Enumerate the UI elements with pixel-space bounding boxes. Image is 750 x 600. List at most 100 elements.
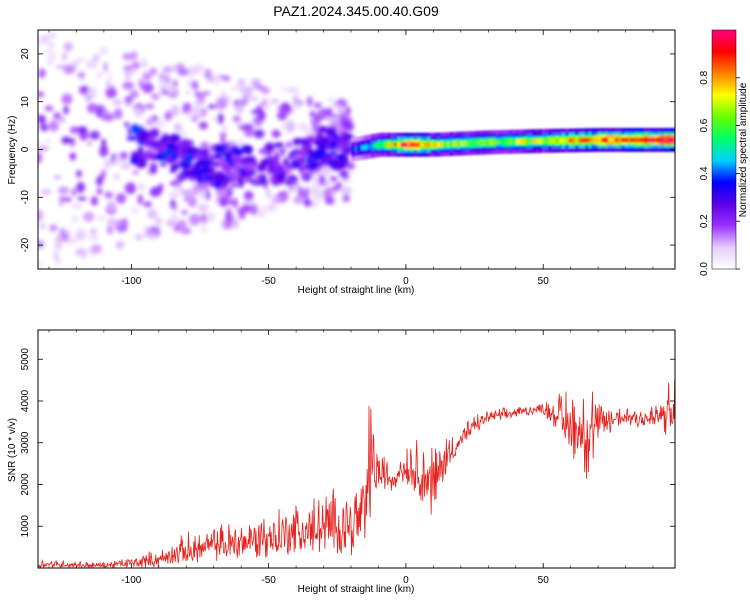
spectrogram-noise-cell [158,88,163,99]
spectrogram-track-cell [300,143,313,149]
spectrogram-line-cell [588,137,593,143]
spectrogram-noise-cell [123,65,133,72]
spectrogram-noise-cell [133,107,143,119]
spectrogram-noise-cell [342,169,349,180]
spectrogram-line-cell [443,141,448,147]
spectrogram-line-cell [486,140,490,145]
colorbar-label: Normalized spectral amplitude [738,82,749,217]
spectrogram-noise-cell [155,229,161,237]
spectrogram-track-cell [213,143,225,154]
spectrogram-noise-cell [265,188,271,199]
spectrogram-noise-cell [95,105,105,111]
figure-title: PAZ1.2024.345.00.40.G09 [273,3,439,19]
spectrogram-noise-cell [298,123,309,131]
spectrogram-noise-cell [205,189,211,201]
spectrogram-line-cell [476,140,481,146]
spectrogram-noise-cell [306,96,313,107]
spectrogram-track-cell [220,163,232,173]
spectrogram-noise-cell [329,175,338,182]
spectrogram-track-cell [202,165,211,172]
spectrogram-noise-cell [279,85,287,92]
snr-xlabel: Height of straight line (km) [298,584,415,595]
spectrogram-line-cell [397,142,402,148]
spectrogram-track-cell [155,152,165,161]
spectrogram-noise-cell [105,87,117,99]
spectrogram-track-cell [308,151,316,160]
spectrogram-noise-cell [60,196,71,202]
spectrogram-noise-cell [100,114,113,122]
spectrogram-noise-cell [177,63,184,71]
spectrogram-track-cell [294,158,304,164]
spectrogram-line-cell [433,142,438,148]
spectrogram-line-cell [466,140,471,146]
spectrogram-noise-cell [195,100,201,106]
spectrogram-noise-cell [197,203,209,212]
x-tick-label: -100 [121,276,141,287]
spectrogram-noise-cell [164,110,173,122]
spectrogram-noise-cell [339,185,349,196]
spectrogram-line-cell [568,138,573,143]
spectrogram-line-cell [436,142,441,147]
spectrogram-noise-cell [226,199,236,206]
spectrogram-noise-cell [219,131,227,138]
spectrogram-track-cell [212,153,224,160]
spectrogram-noise-cell [149,186,162,197]
spectrogram-noise-cell [280,123,289,130]
spectrogram-line-cell [387,142,392,148]
spectrogram-line-cell [456,141,461,147]
spectrogram-noise-cell [125,69,131,82]
spectrogram-noise-cell [75,229,87,241]
spectrogram-noise-cell [172,64,179,72]
spectrogram-noise-cell [259,205,271,213]
spectrogram-line-cell [561,138,566,143]
spectrogram-noise-cell [104,191,114,199]
y-tick-label: 1000 [20,515,31,538]
spectrogram-noise-cell [134,233,144,241]
spectrogram-line-cell [403,142,408,148]
colorbar-ticks: 0.0 0.2 0.4 0.6 0.8 [699,70,740,276]
spectrogram-noise-cell [327,96,336,104]
spectrogram-noise-cell [143,201,152,208]
spectrogram-line-cell [351,147,355,152]
spectrogram-noise-cell [88,235,99,241]
spectrogram-track-cell [260,158,267,169]
spectrogram-track-cell [148,153,158,161]
spectrogram-line-cell [446,141,451,147]
spectrogram-line-cell [528,138,533,144]
spectrogram-noise-cell [200,188,205,200]
spectrogram-noise-cell [66,237,78,245]
spectrogram-track-cell [318,126,328,133]
spectrogram-track-cell [213,172,224,181]
x-tick-label: 0 [403,276,409,287]
spectrogram-line-cell [410,142,415,148]
spectrogram-line-cell [581,137,586,143]
spectrogram-noise-cell [49,224,58,232]
spectrogram-noise-cell [199,99,205,104]
spectrogram-noise-cell [181,210,188,215]
spectrogram-line-cell [542,138,547,144]
spectrogram-noise-cell [191,105,203,118]
spectrogram-line-cell [400,142,405,148]
spectrogram-noise-cell [53,112,61,120]
spectrogram-noise-cell [294,90,300,98]
spectrogram-noise-cell [170,198,176,209]
spectrogram-line-cell [584,137,589,143]
spectrogram-line-cell [624,137,629,143]
spectrogram-track-cell [139,132,148,143]
spectrogram-line-cell [453,141,458,147]
spectrogram-track-cell [330,150,338,156]
spectrogram-noise-cell [90,196,98,206]
spectrogram-track-cell [289,176,296,182]
spectrogram-track-cell [150,128,160,139]
spectrogram-noise-cell [77,196,87,201]
spectrogram-track-cell [157,138,165,144]
spectrogram-noise-cell [57,186,70,195]
spectrogram-noise-cell [207,104,218,109]
spectrogram-noise-cell [99,145,109,157]
y-tick-label: 5000 [20,348,31,371]
spectrogram-noise-cell [234,102,244,114]
spectrogram-line-cell [407,142,411,148]
spectrogram-track-cell [329,141,339,149]
spectrogram-noise-cell [113,173,120,180]
